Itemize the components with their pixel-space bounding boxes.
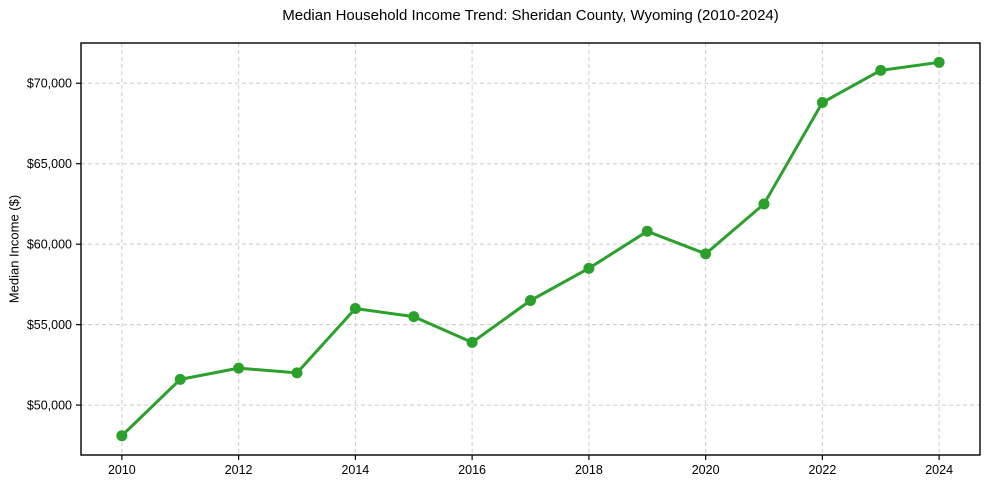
data-point-marker [466,336,478,348]
income-trend-line [120,60,941,438]
plot-border [80,42,981,456]
x-tick-label: 2014 [341,463,369,477]
y-tick-label: $55,000 [27,318,72,332]
data-point-marker [583,262,595,274]
data-point-marker [291,367,303,379]
data-point-marker [233,362,245,374]
data-point-marker [641,225,653,237]
y-tick-label: $60,000 [27,238,72,252]
y-tick-label: $70,000 [27,77,72,91]
data-point-marker [875,64,887,76]
data-point-marker [758,198,770,210]
data-point-marker [174,373,186,385]
data-point-marker [816,97,828,109]
x-tick-label: 2018 [575,463,603,477]
x-tick-label: 2016 [458,463,486,477]
chart-title: Median Household Income Trend: Sheridan … [282,7,779,24]
x-tick-label: 2022 [808,463,836,477]
y-tick-label: $50,000 [27,399,72,413]
x-tick-label: 2010 [108,463,136,477]
data-point-marker [349,303,361,315]
data-point-marker [933,56,945,68]
x-tick-label: 2024 [925,463,953,477]
x-tick-label: 2020 [692,463,720,477]
data-point-marker [408,311,420,323]
x-tick-label: 2012 [225,463,253,477]
data-point-marker [525,295,536,306]
y-tick-label: $65,000 [27,157,72,171]
data-point-marker [700,248,712,260]
data-point-marker [116,430,128,442]
